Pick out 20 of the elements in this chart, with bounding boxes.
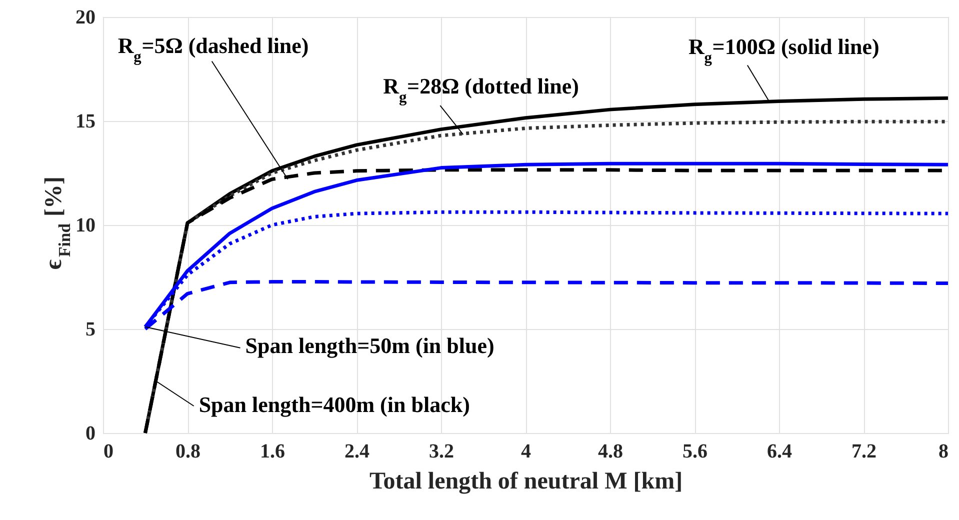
x-tick-label: 4.8 (598, 440, 623, 462)
y-axis-title: ϵFind [%] (41, 176, 74, 270)
x-tick-label: 1.6 (260, 440, 285, 462)
annotation: Span length=400m (in black) (198, 392, 470, 417)
x-tick-label: 4 (521, 440, 531, 462)
x-tick-label: 6.4 (767, 440, 792, 462)
x-tick-label: 3.2 (429, 440, 454, 462)
y-tick-label: 10 (76, 214, 96, 236)
x-tick-label: 2.4 (344, 440, 370, 462)
x-axis-title: Total length of neutral M [km] (369, 468, 683, 494)
y-tick-label: 0 (86, 422, 96, 444)
x-tick-label: 5.6 (682, 440, 708, 462)
x-tick-label: 0.8 (176, 440, 200, 462)
x-tick-label: 7.2 (852, 440, 876, 462)
y-tick-label: 20 (76, 6, 96, 28)
x-tick-label: 8 (938, 440, 948, 462)
x-tick-label: 0 (104, 440, 114, 462)
annotation: Span length=50m (in blue) (245, 332, 494, 358)
y-tick-label: 15 (76, 110, 96, 132)
y-tick-label: 5 (86, 318, 96, 340)
